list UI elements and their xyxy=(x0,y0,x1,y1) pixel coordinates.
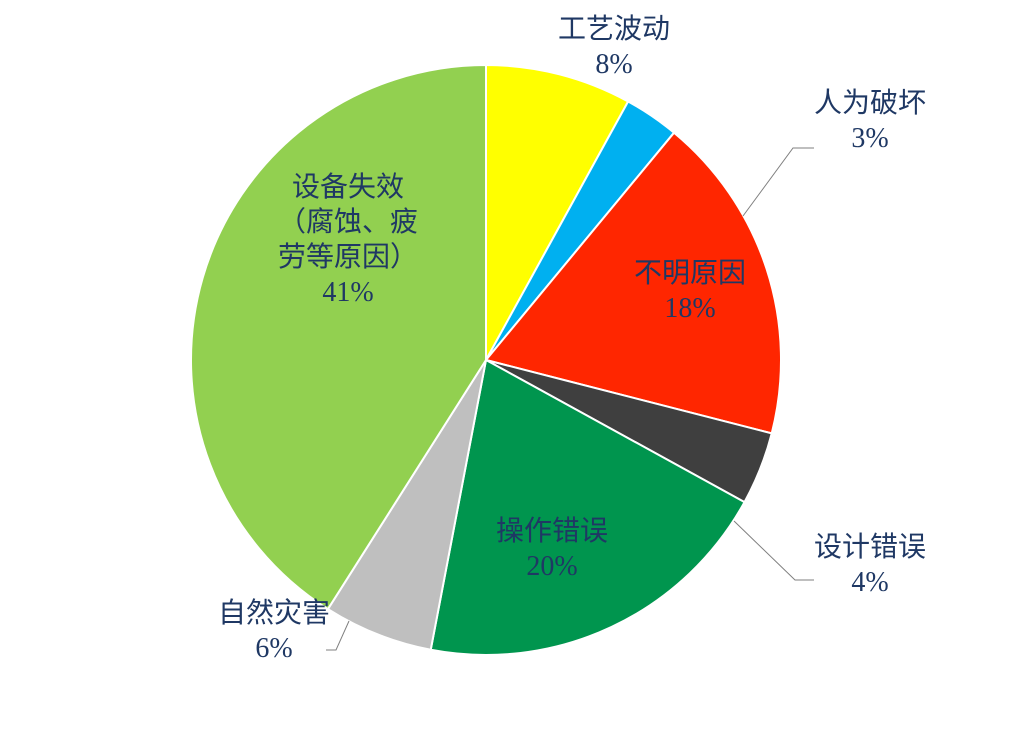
slice-label-line: 设备失效 xyxy=(292,171,404,203)
leader-line xyxy=(743,148,814,216)
slice-label-line: 人为破坏 xyxy=(814,87,926,119)
slice-label: 工艺波动 8% xyxy=(558,13,670,80)
slice-label-line: （腐蚀、疲 xyxy=(278,206,418,238)
slice-label-line: 18% xyxy=(664,293,715,324)
slice-label-line: 20% xyxy=(526,551,577,582)
slice-label-line: 4% xyxy=(851,567,888,598)
slice-label-line: 自然灾害 xyxy=(218,597,330,629)
leader-line xyxy=(734,521,814,580)
pie-chart: 工艺波动 8% 人为破坏 3% 不明原因 18% 设计错误 4% 操作错误 20% 自然灾害 6% 设备… xyxy=(0,0,1032,732)
slice-label-line: 8% xyxy=(595,49,632,80)
slice-label: 人为破坏 3% xyxy=(814,87,926,154)
slice-label-line: 不明原因 xyxy=(634,258,746,289)
slice-label: 设计错误 4% xyxy=(814,531,926,598)
slice-label-line: 41% xyxy=(322,277,373,308)
slice-label-line: 3% xyxy=(851,123,888,154)
slice-label-line: 劳等原因） xyxy=(278,241,418,273)
slice-label: 自然灾害 6% xyxy=(218,597,330,664)
slice-label-line: 操作错误 xyxy=(496,515,608,547)
slice-label-line: 设计错误 xyxy=(814,531,926,563)
slice-label-line: 工艺波动 xyxy=(558,13,670,45)
slice-label-line: 6% xyxy=(255,633,292,664)
